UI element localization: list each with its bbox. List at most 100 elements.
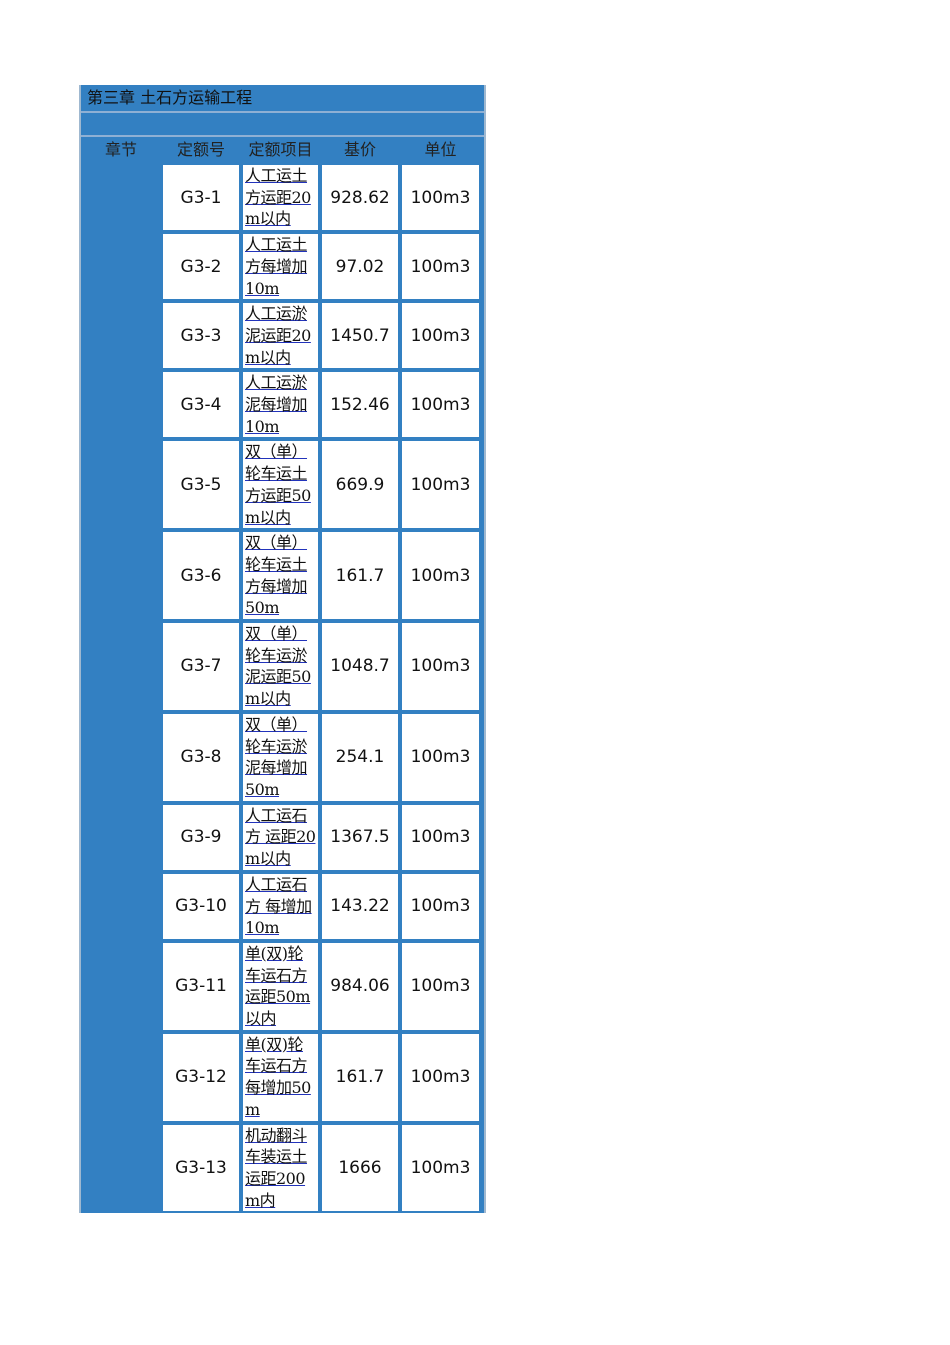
item-link[interactable]: 人工运土方每增加10m [245,235,308,298]
item-link[interactable]: 人工运石方 每增加10m [245,874,312,938]
item-cell: 双（单）轮车运淤泥运距50m以内 [241,621,320,712]
table-row: G3-5 双（单）轮车运土方运距50m以内 669.9 100m3 [81,439,484,531]
item-link[interactable]: 单(双)轮车运石方每增加50m [245,1034,311,1119]
header-price: 基价 [343,140,376,159]
unit-cell: 100m3 [400,711,481,803]
item-cell: 人工运土方每增加10m [241,232,320,302]
table-body: G3-1 人工运土方运距20m以内 928.62 100m3 G3-2 人工运土… [81,163,484,1214]
code-cell: G3-5 [161,439,241,531]
table-row: G3-10 人工运石方 每增加10m 143.22 100m3 [81,871,484,941]
item-cell: 人工运土方运距20m以内 [241,163,320,233]
code-cell: G3-11 [161,940,241,1032]
item-link[interactable]: 双（单）轮车运土方运距50m以内 [245,442,311,527]
chapter-cell [81,530,161,622]
code-cell: G3-1 [161,163,241,233]
code-cell: G3-13 [161,1122,241,1214]
code-cell: G3-8 [161,711,241,803]
unit-cell: 100m3 [400,232,481,302]
unit-cell: 100m3 [400,871,481,941]
price-cell: 1666 [320,1122,400,1214]
chapter-cell [81,1122,161,1214]
table-row: G3-11 单(双)轮车运石方运距50m以内 984.06 100m3 [81,940,484,1032]
code-cell: G3-9 [161,802,241,872]
table-row: G3-2 人工运土方每增加10m 97.02 100m3 [81,232,484,302]
chapter-cell [81,871,161,941]
item-cell: 人工运石方 运距20m以内 [241,802,320,872]
chapter-cell [81,301,161,371]
table-row: G3-3 人工运淤泥运距20m以内 1450.7 100m3 [81,301,484,371]
table-row: G3-7 双（单）轮车运淤泥运距50m以内 1048.7 100m3 [81,621,484,712]
table-row: G3-12 单(双)轮车运石方每增加50m 161.7 100m3 [81,1031,484,1123]
table-row: G3-8 双（单）轮车运淤泥每增加50m 254.1 100m3 [81,711,484,803]
code-cell: G3-10 [161,871,241,941]
price-cell: 984.06 [320,940,400,1032]
table-row: G3-4 人工运淤泥每增加10m 152.46 100m3 [81,370,484,440]
chapter-cell [81,940,161,1032]
price-cell: 161.7 [320,1031,400,1123]
unit-cell: 100m3 [400,1031,481,1123]
header-unit: 单位 [424,140,457,159]
unit-cell: 100m3 [400,301,481,371]
code-cell: G3-7 [161,621,241,712]
item-link[interactable]: 人工运石方 运距20m以内 [245,805,316,869]
price-cell: 1048.7 [320,621,400,712]
unit-cell: 100m3 [400,163,481,233]
item-cell: 双（单）轮车运土方每增加50m [241,530,320,622]
unit-cell: 100m3 [400,802,481,872]
table-row: G3-13 机动翻斗车装运土运距200m内 1666 100m3 [81,1122,484,1214]
table-row: G3-9 人工运石方 运距20m以内 1367.5 100m3 [81,802,484,872]
chapter-cell [81,370,161,440]
header-row: 章节 定额号 定额项目 基价 单位 [81,137,484,163]
code-cell: G3-2 [161,232,241,302]
item-link[interactable]: 机动翻斗车装运土运距200m内 [245,1125,308,1210]
chapter-title: 第三章 土石方运输工程 [81,85,484,113]
price-cell: 161.7 [320,530,400,622]
chapter-cell [81,621,161,712]
unit-cell: 100m3 [400,439,481,531]
item-link[interactable]: 双（单）轮车运淤泥运距50m以内 [245,624,311,709]
unit-cell: 100m3 [400,1122,481,1214]
item-cell: 双（单）轮车运淤泥每增加50m [241,711,320,803]
item-link[interactable]: 双（单）轮车运淤泥每增加50m [245,714,308,799]
code-cell: G3-4 [161,370,241,440]
price-cell: 152.46 [320,370,400,440]
item-link[interactable]: 人工运土方运距20m以内 [245,166,311,229]
table-row: G3-6 双（单）轮车运土方每增加50m 161.7 100m3 [81,530,484,622]
chapter-cell [81,802,161,872]
price-cell: 928.62 [320,163,400,233]
item-link[interactable]: 人工运淤泥每增加10m [245,373,308,436]
header-item: 定额项目 [248,140,313,159]
table-row: G3-1 人工运土方运距20m以内 928.62 100m3 [81,163,484,233]
item-link[interactable]: 双（单）轮车运土方每增加50m [245,533,308,618]
item-cell: 单(双)轮车运石方运距50m以内 [241,940,320,1032]
chapter-cell [81,711,161,803]
item-cell: 人工运淤泥每增加10m [241,370,320,440]
item-link[interactable]: 单(双)轮车运石方运距50m以内 [245,943,311,1029]
price-cell: 669.9 [320,439,400,531]
code-cell: G3-3 [161,301,241,371]
header-chapter: 章节 [104,140,137,159]
price-cell: 254.1 [320,711,400,803]
chapter-cell [81,439,161,531]
unit-cell: 100m3 [400,370,481,440]
price-cell: 1450.7 [320,301,400,371]
item-cell: 机动翻斗车装运土运距200m内 [241,1122,320,1214]
blank-row [81,113,484,137]
price-cell: 143.22 [320,871,400,941]
chapter-cell [81,1031,161,1123]
item-cell: 双（单）轮车运土方运距50m以内 [241,439,320,531]
unit-cell: 100m3 [400,940,481,1032]
chapter-cell [81,163,161,233]
spreadsheet: 第三章 土石方运输工程 章节 定额号 定额项目 基价 单位 G3-1 人工运土方… [79,85,486,1214]
price-cell: 1367.5 [320,802,400,872]
code-cell: G3-12 [161,1031,241,1123]
item-cell: 单(双)轮车运石方每增加50m [241,1031,320,1123]
item-cell: 人工运淤泥运距20m以内 [241,301,320,371]
item-link[interactable]: 人工运淤泥运距20m以内 [245,304,311,367]
code-cell: G3-6 [161,530,241,622]
item-cell: 人工运石方 每增加10m [241,871,320,941]
unit-cell: 100m3 [400,621,481,712]
unit-cell: 100m3 [400,530,481,622]
price-cell: 97.02 [320,232,400,302]
chapter-cell [81,232,161,302]
